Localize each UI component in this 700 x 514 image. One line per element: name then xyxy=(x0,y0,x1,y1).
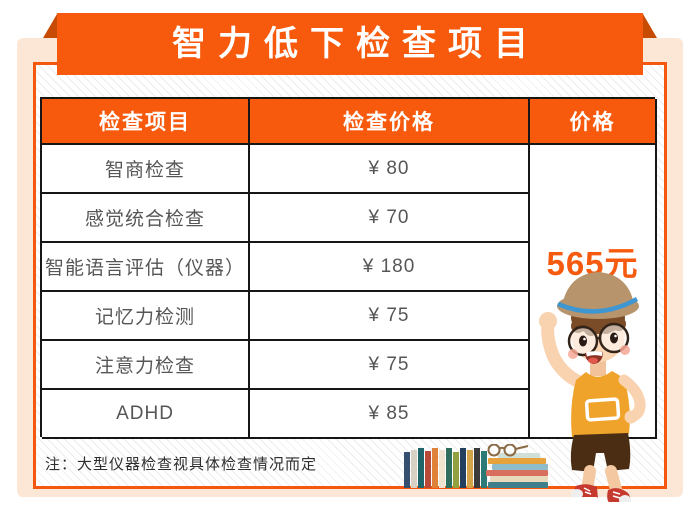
table-row-item: 感觉统合检查 xyxy=(42,194,250,243)
table-row-price: ¥ 75 xyxy=(250,292,530,341)
title-banner: 智力低下检查项目 xyxy=(57,13,643,75)
book-row-icon xyxy=(404,448,487,488)
book-stack-icon xyxy=(486,453,548,488)
table-row-item: 记忆力检测 xyxy=(42,292,250,341)
books-illustration xyxy=(404,444,548,488)
table-row-item: ADHD xyxy=(42,390,250,439)
table-row-price: ¥ 70 xyxy=(250,194,530,243)
ribbon-fold-left xyxy=(43,14,57,38)
table-row-item: 智能语言评估（仪器） xyxy=(42,243,250,292)
column-header-item: 检查项目 xyxy=(42,99,250,145)
table-row-price: ¥ 180 xyxy=(250,243,530,292)
table-row-price: ¥ 85 xyxy=(250,390,530,439)
price-table: 检查项目 检查价格 价格 565元 智商检查 ¥ 80 感觉统合检查 ¥ 70 … xyxy=(40,97,657,439)
reading-glasses-icon xyxy=(487,444,529,457)
column-header-total: 价格 xyxy=(530,99,657,145)
footnote: 注：大型仪器检查视具体检查情况而定 xyxy=(45,456,318,473)
ribbon-fold-right xyxy=(643,14,657,38)
table-row-price: ¥ 75 xyxy=(250,341,530,390)
column-header-price: 检查价格 xyxy=(250,99,530,145)
boy-cartoon-icon xyxy=(539,272,646,502)
table-row-item: 智商检查 xyxy=(42,145,250,194)
table-row-price: ¥ 80 xyxy=(250,145,530,194)
table-row-item: 注意力检查 xyxy=(42,341,250,390)
boy-mascot-illustration xyxy=(539,272,646,502)
